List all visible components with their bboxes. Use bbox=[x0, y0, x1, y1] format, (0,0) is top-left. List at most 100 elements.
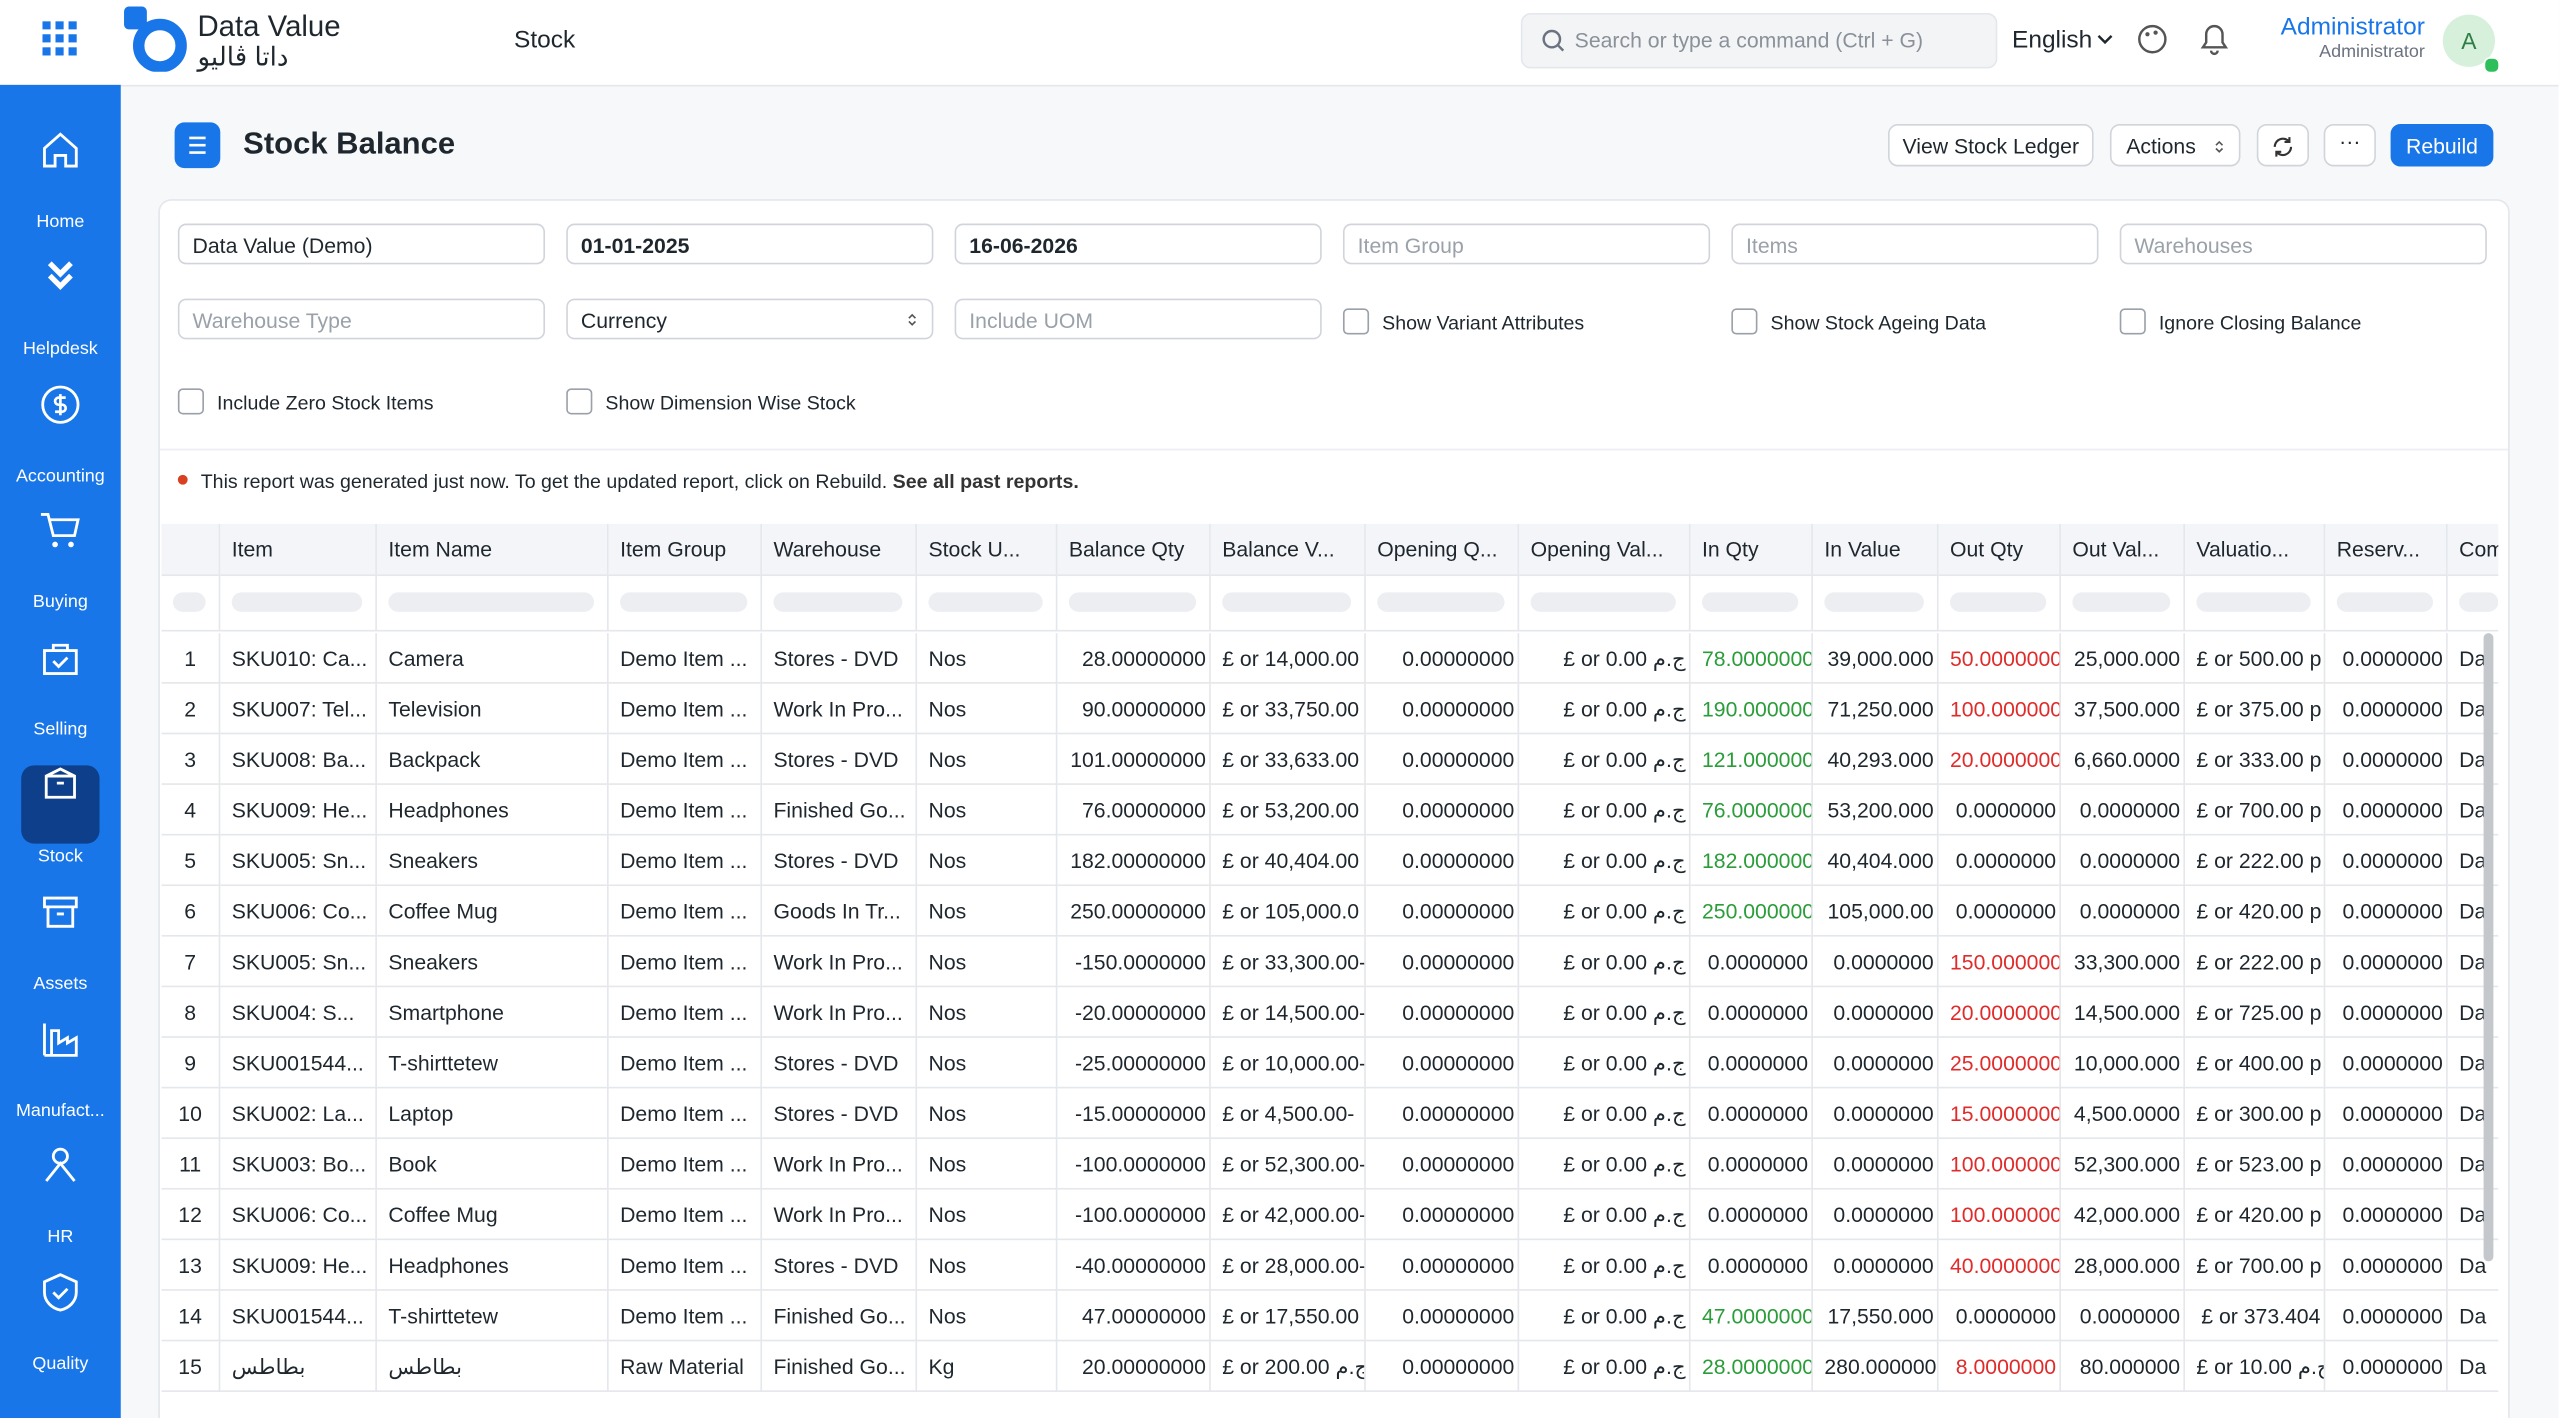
column-header[interactable]: Out Val... bbox=[2060, 523, 2185, 577]
filter-cell[interactable] bbox=[2060, 576, 2185, 632]
table-cell: Nos bbox=[917, 936, 1058, 988]
table-cell: Headphones bbox=[376, 784, 609, 836]
row-index: 8 bbox=[161, 987, 221, 1038]
filter-cell[interactable] bbox=[220, 576, 377, 632]
column-header[interactable]: Warehouse bbox=[762, 523, 918, 577]
filter-cell[interactable] bbox=[2447, 576, 2499, 632]
filter-placeholder bbox=[2196, 592, 2311, 612]
table-cell: -15.00000000 bbox=[1057, 1088, 1211, 1139]
table-cell: £ or 0.00 ج.م bbox=[1519, 1088, 1691, 1139]
checkbox[interactable] bbox=[2119, 308, 2146, 335]
column-header[interactable]: Stock U... bbox=[917, 523, 1058, 577]
filter-cell[interactable] bbox=[161, 576, 221, 632]
filter-field[interactable]: 01-01-2025 bbox=[566, 223, 934, 265]
table-cell: Sneakers bbox=[376, 936, 609, 988]
notice: This report was generated just now. To g… bbox=[201, 470, 1079, 493]
table-cell: Raw Material bbox=[608, 1341, 763, 1392]
table-cell: £ or 222.00 p bbox=[2184, 835, 2326, 887]
column-header[interactable]: Balance V... bbox=[1210, 523, 1366, 577]
table-cell: Nos bbox=[917, 633, 1058, 684]
column-header[interactable]: Item bbox=[220, 523, 377, 577]
filter-cell[interactable] bbox=[1938, 576, 2061, 632]
filter-cell[interactable] bbox=[1690, 576, 1813, 632]
notice-link[interactable]: See all past reports. bbox=[892, 469, 1079, 493]
filter-cell[interactable] bbox=[2184, 576, 2326, 632]
table-cell: SKU002: La... bbox=[220, 1088, 377, 1139]
top-bar: Data Value داتا ڤاليو Stock Search or ty… bbox=[0, 0, 2559, 87]
column-header[interactable]: Opening Val... bbox=[1519, 523, 1691, 577]
sidebar-item[interactable]: Accounting bbox=[0, 378, 121, 505]
filter-field[interactable]: Item Group bbox=[1342, 223, 1711, 265]
column-header[interactable]: Item Group bbox=[608, 523, 763, 577]
sidebar-icon bbox=[43, 896, 78, 928]
column-header[interactable]: Com bbox=[2447, 523, 2499, 577]
sidebar-item[interactable]: Quality bbox=[0, 1267, 121, 1394]
menu-toggle[interactable] bbox=[174, 122, 221, 169]
module-title[interactable]: Stock bbox=[514, 26, 576, 54]
row-index: 1 bbox=[161, 633, 221, 684]
sidebar-item[interactable]: Selling bbox=[0, 632, 121, 759]
filter-field[interactable]: Warehouse Type bbox=[177, 298, 546, 340]
avatar[interactable]: A bbox=[2442, 14, 2496, 67]
table-cell: £ or 14,000.00 bbox=[1210, 633, 1366, 684]
filter-cell[interactable] bbox=[1812, 576, 1939, 632]
filter-cell[interactable] bbox=[608, 576, 763, 632]
column-header[interactable]: Valuatio... bbox=[2184, 523, 2326, 577]
table-cell: SKU005: Sn... bbox=[220, 835, 377, 887]
scrollbar[interactable] bbox=[2483, 633, 2494, 1262]
filter-field[interactable]: Items bbox=[1731, 223, 2099, 265]
checkbox[interactable] bbox=[177, 388, 204, 415]
sidebar-item[interactable]: Stock bbox=[0, 759, 121, 886]
checkbox[interactable] bbox=[1342, 308, 1370, 335]
refresh-button[interactable] bbox=[2256, 124, 2309, 167]
table-cell: 28,000.000 bbox=[2060, 1240, 2185, 1291]
filter-cell[interactable] bbox=[376, 576, 609, 632]
table-cell: 0.00000000 bbox=[1365, 1240, 1520, 1291]
view-ledger-button[interactable]: View Stock Ledger bbox=[1887, 124, 2094, 167]
column-header[interactable]: Out Qty bbox=[1938, 523, 2061, 577]
filter-placeholder bbox=[2459, 592, 2499, 612]
theme-icon[interactable] bbox=[2136, 23, 2169, 56]
column-header[interactable]: Item Name bbox=[376, 523, 609, 577]
filter-cell[interactable] bbox=[762, 576, 918, 632]
logo[interactable] bbox=[124, 6, 189, 72]
table-cell: 0.0000000 bbox=[2325, 886, 2448, 937]
column-header[interactable]: In Qty bbox=[1690, 523, 1813, 577]
filter-placeholder bbox=[172, 592, 206, 612]
checkbox[interactable] bbox=[1731, 308, 1758, 335]
column-header[interactable]: In Value bbox=[1812, 523, 1939, 577]
sidebar-item[interactable]: Helpdesk bbox=[0, 251, 121, 378]
filter-cell[interactable] bbox=[1365, 576, 1520, 632]
filter-cell[interactable] bbox=[1519, 576, 1691, 632]
filter-cell[interactable] bbox=[917, 576, 1058, 632]
user-name[interactable]: Administrator bbox=[2280, 13, 2425, 41]
filter-field[interactable]: Currency bbox=[566, 298, 934, 340]
filter-cell[interactable] bbox=[1057, 576, 1211, 632]
bell-icon[interactable] bbox=[2198, 21, 2231, 57]
sidebar-item[interactable]: Home bbox=[0, 124, 121, 251]
sidebar-item[interactable]: Assets bbox=[0, 886, 121, 1013]
table-cell: SKU001544... bbox=[220, 1037, 377, 1089]
actions-button[interactable]: Actions bbox=[2109, 124, 2241, 167]
filter-field[interactable]: Include UOM bbox=[954, 298, 1322, 340]
table-cell: 10,000.000 bbox=[2060, 1037, 2185, 1089]
more-button[interactable]: ··· bbox=[2323, 124, 2376, 167]
checkbox[interactable] bbox=[566, 388, 593, 415]
table-cell: £ or 10.00 ج.م bbox=[2184, 1341, 2326, 1392]
column-header[interactable]: Balance Qty bbox=[1057, 523, 1211, 577]
filter-field[interactable]: Data Value (Demo) bbox=[177, 223, 546, 265]
rebuild-button[interactable]: Rebuild bbox=[2390, 124, 2494, 167]
filter-field[interactable]: Warehouses bbox=[2119, 223, 2487, 265]
filter-cell[interactable] bbox=[2325, 576, 2448, 632]
language[interactable]: English bbox=[2012, 26, 2093, 54]
apps-icon[interactable] bbox=[42, 21, 78, 57]
sidebar-item[interactable]: Manufact... bbox=[0, 1013, 121, 1140]
table-cell: £ or 300.00 p bbox=[2184, 1088, 2326, 1139]
sidebar-item[interactable]: HR bbox=[0, 1140, 121, 1267]
sidebar-item[interactable]: Buying bbox=[0, 505, 121, 632]
column-header[interactable]: Reserv... bbox=[2325, 523, 2448, 577]
column-header[interactable]: Opening Q... bbox=[1365, 523, 1520, 577]
filter-field[interactable]: 16-06-2026 bbox=[954, 223, 1322, 265]
search-box[interactable]: Search or type a command (Ctrl + G) bbox=[1520, 13, 1998, 69]
filter-cell[interactable] bbox=[1210, 576, 1366, 632]
